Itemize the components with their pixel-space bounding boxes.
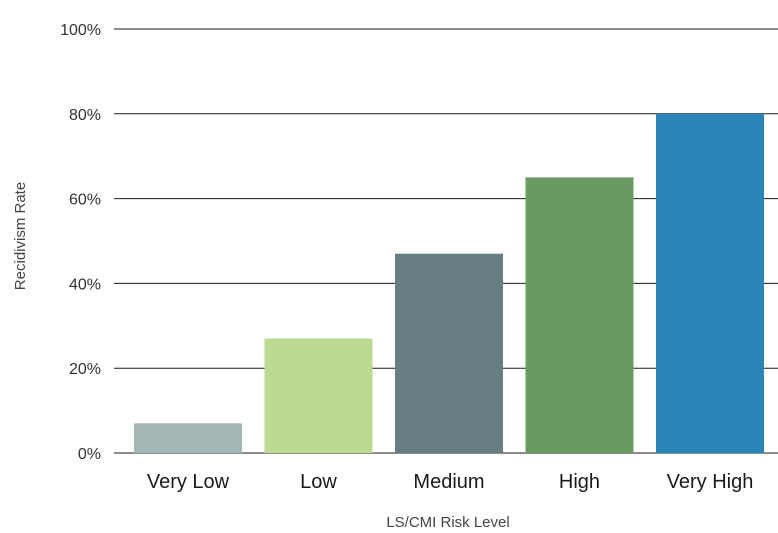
bar-very-high bbox=[656, 113, 764, 454]
x-tick-label: High bbox=[559, 471, 600, 493]
y-tick-label: 0% bbox=[78, 446, 101, 463]
y-tick-label: 100% bbox=[60, 22, 101, 39]
x-tick-label: Very Low bbox=[147, 471, 230, 493]
x-tick-label: Low bbox=[300, 471, 337, 493]
x-axis-ticks: Very Low Low Medium High Very High bbox=[147, 471, 753, 493]
x-tick-label: Medium bbox=[413, 471, 484, 493]
bars bbox=[134, 113, 764, 454]
y-axis-ticks: 0% 20% 40% 60% 80% 100% bbox=[60, 22, 101, 463]
y-tick-label: 40% bbox=[69, 276, 101, 293]
bar-high bbox=[525, 177, 634, 453]
bar-medium bbox=[395, 253, 503, 453]
bar-low bbox=[264, 338, 373, 453]
bar-very-low bbox=[134, 423, 242, 453]
y-tick-label: 20% bbox=[69, 361, 101, 378]
x-tick-label: Very High bbox=[667, 471, 754, 493]
y-axis-title: Recidivism Rate bbox=[12, 182, 29, 290]
y-tick-label: 60% bbox=[69, 192, 101, 209]
y-tick-label: 80% bbox=[69, 107, 101, 124]
x-axis-title: LS/CMI Risk Level bbox=[386, 514, 509, 531]
